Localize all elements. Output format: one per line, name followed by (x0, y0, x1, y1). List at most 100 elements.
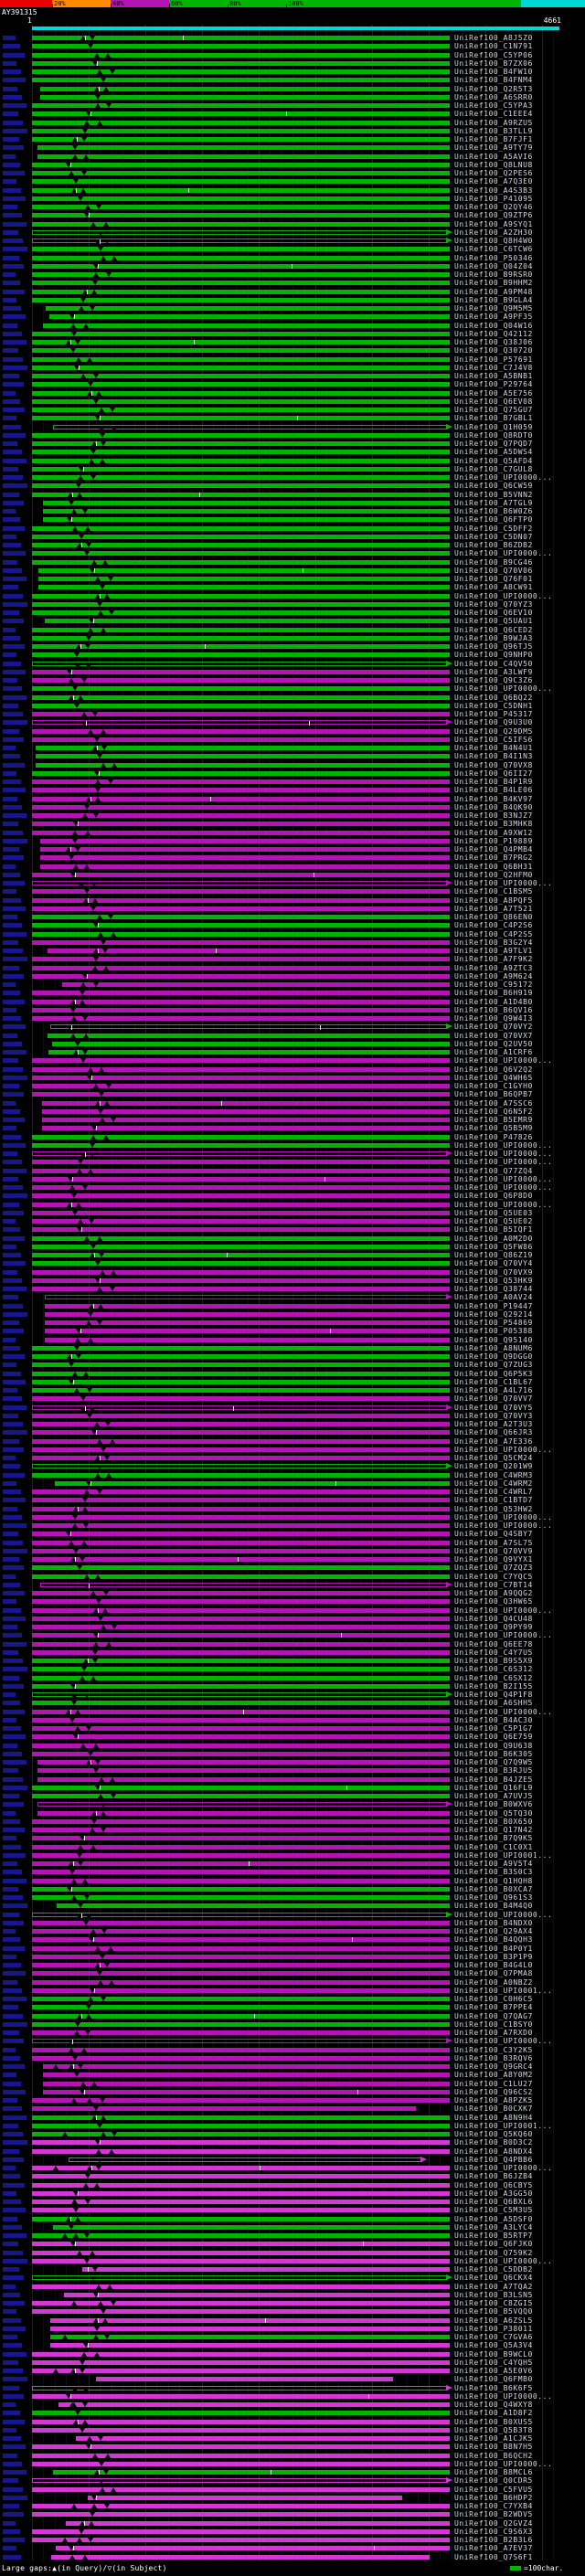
hit-label[interactable]: UniRef100_Q9PY99 (454, 1623, 533, 1631)
hit-label[interactable]: UniRef100_Q16FL9 (454, 1783, 533, 1792)
hit-bar[interactable] (32, 2258, 450, 2263)
hit-row[interactable]: UniRef100_A3GG50 (0, 2189, 585, 2198)
hit-label[interactable]: UniRef100_Q9W4I3 (454, 1014, 533, 1023)
hit-bar[interactable] (32, 2301, 450, 2306)
hit-label[interactable]: UniRef100_B9GLA4 (454, 295, 533, 304)
hit-label[interactable]: UniRef100_C95172 (454, 981, 533, 989)
hit-label[interactable]: UniRef100_Q53HK9 (454, 1276, 533, 1285)
hit-row[interactable]: UniRef100_Q86EN0 (0, 913, 585, 921)
hit-bar[interactable] (32, 1726, 450, 1731)
hit-label[interactable]: UniRef100_B4P1R9 (454, 778, 533, 786)
hit-row[interactable]: UniRef100_Q8RDT0 (0, 431, 585, 440)
hit-bar[interactable] (32, 1692, 448, 1698)
hit-label[interactable]: UniRef100_B8N7H5 (454, 2443, 533, 2452)
hit-bar[interactable] (32, 2030, 450, 2035)
hit-label[interactable]: UniRef100_A7TQA2 (454, 2282, 533, 2291)
hit-label[interactable]: UniRef100_P54869 (454, 1319, 533, 1327)
hit-row[interactable]: UniRef100_C7BT14 (0, 1581, 585, 1589)
hit-label[interactable]: UniRef100_Q7Q9W5 (454, 1758, 533, 1766)
hit-row[interactable]: UniRef100_A7E336 (0, 1437, 585, 1446)
hit-row[interactable]: UniRef100_C95172 (0, 981, 585, 989)
hit-row[interactable]: UniRef100_C1LU27 (0, 2080, 585, 2088)
hit-label[interactable]: UniRef100_Q9U638 (454, 1741, 533, 1750)
hit-label[interactable]: UniRef100_Q6EV08 (454, 397, 533, 406)
hit-row[interactable]: UniRef100_B4NDX0 (0, 1919, 585, 1927)
hit-bar[interactable] (32, 111, 450, 117)
hit-bar[interactable] (32, 2393, 450, 2399)
hit-row[interactable]: UniRef100_B3NJZ7 (0, 811, 585, 820)
hit-bar[interactable] (32, 1345, 450, 1351)
hit-bar[interactable] (32, 1844, 450, 1850)
hit-bar[interactable] (32, 1134, 450, 1140)
hit-bar[interactable] (32, 644, 450, 649)
hit-bar[interactable] (32, 973, 450, 979)
hit-label[interactable]: UniRef100_Q6FTP0 (454, 515, 533, 525)
hit-bar[interactable] (40, 86, 450, 91)
hit-label[interactable]: UniRef100_C4P2S6 (454, 921, 533, 930)
hit-bar[interactable] (32, 1591, 450, 1595)
hit-label[interactable]: UniRef100_UPI0000... (454, 2459, 553, 2468)
hit-label[interactable]: UniRef100_UPI0000... (454, 1056, 553, 1065)
hit-label[interactable]: UniRef100_B9CG46 (454, 557, 533, 567)
hit-bar[interactable] (32, 1371, 450, 1376)
hit-bar[interactable] (32, 1506, 450, 1511)
hit-bar[interactable] (32, 965, 450, 970)
hit-bar[interactable] (49, 314, 450, 320)
hit-label[interactable]: UniRef100_Q8RDT0 (454, 430, 533, 440)
hit-row[interactable]: UniRef100_Q6P8D0 (0, 1192, 585, 1200)
hit-label[interactable]: UniRef100_C1GYH0 (454, 1082, 533, 1090)
hit-row[interactable]: UniRef100_Q7S6F1 (0, 2553, 585, 2561)
hit-row[interactable]: UniRef100_C3Y2K5 (0, 2046, 585, 2054)
hit-row[interactable]: UniRef100_C4QV50 (0, 660, 585, 668)
hit-row[interactable]: UniRef100_B3RJU5 (0, 1766, 585, 1775)
hit-row[interactable]: UniRef100_B8N7H5 (0, 2443, 585, 2451)
hit-bar[interactable] (50, 2326, 450, 2331)
hit-bar[interactable] (76, 2436, 450, 2441)
hit-row[interactable]: UniRef100_B0XCA7 (0, 1885, 585, 1893)
hit-row[interactable]: UniRef100_Q77ZQ4 (0, 1167, 585, 1175)
hit-bar[interactable] (32, 830, 450, 835)
hit-row[interactable]: UniRef100_Q9VYX1 (0, 1555, 585, 1564)
hit-label[interactable]: UniRef100_C6SX12 (454, 1673, 533, 1682)
hit-row[interactable]: UniRef100_Q9ZTP6 (0, 211, 585, 219)
hit-label[interactable]: UniRef100_UPI0001... (454, 1986, 553, 1995)
hit-label[interactable]: UniRef100_Q29214 (454, 1309, 533, 1319)
hit-row[interactable]: UniRef100_B4G4L0 (0, 1961, 585, 1969)
hit-row[interactable]: UniRef100_Q1HQH8 (0, 1877, 585, 1885)
hit-bar[interactable] (32, 69, 450, 74)
hit-label[interactable]: UniRef100_A8NDX4 (454, 2147, 533, 2156)
hit-row[interactable]: UniRef100_A7Q3E0 (0, 177, 585, 186)
hit-row[interactable]: UniRef100_B2I155 (0, 1682, 585, 1691)
hit-label[interactable]: UniRef100_Q6EV10 (454, 609, 533, 617)
hit-row[interactable]: UniRef100_A5E0V6 (0, 2367, 585, 2375)
hit-bar[interactable] (32, 1667, 450, 1672)
hit-bar[interactable] (32, 2359, 450, 2365)
hit-row[interactable]: UniRef100_B5EMR9 (0, 1116, 585, 1124)
hit-bar[interactable] (32, 390, 450, 396)
hit-row[interactable]: UniRef100_Q17N42 (0, 1826, 585, 1834)
hit-bar[interactable] (32, 1422, 450, 1426)
hit-label[interactable]: UniRef100_UPI0000... (454, 2391, 553, 2401)
hit-bar[interactable] (36, 746, 450, 750)
hit-label[interactable]: UniRef100_B6QPB7 (454, 1090, 533, 1099)
hit-bar[interactable] (32, 2528, 450, 2534)
hit-label[interactable]: UniRef100_A9XW12 (454, 828, 533, 837)
hit-bar[interactable] (32, 1937, 450, 1943)
hit-bar[interactable] (32, 1430, 450, 1436)
hit-row[interactable]: UniRef100_A5E756 (0, 389, 585, 398)
hit-row[interactable]: UniRef100_A9TLV1 (0, 947, 585, 955)
hit-row[interactable]: UniRef100_B3P1P9 (0, 1953, 585, 1961)
hit-label[interactable]: UniRef100_Q6FMB0 (454, 2375, 533, 2384)
hit-row[interactable]: UniRef100_Q66JR3 (0, 1428, 585, 1436)
hit-label[interactable]: UniRef100_Q5TQ30 (454, 1808, 533, 1818)
hit-label[interactable]: UniRef100_B6ZDB2 (454, 541, 533, 549)
hit-row[interactable]: UniRef100_Q961S3 (0, 1893, 585, 1902)
hit-row[interactable]: UniRef100_A7TGL9 (0, 499, 585, 507)
hit-label[interactable]: UniRef100_P29764 (454, 380, 533, 389)
hit-row[interactable]: UniRef100_C6TCW6 (0, 245, 585, 253)
hit-bar[interactable] (32, 205, 450, 209)
hit-row[interactable]: UniRef100_A8N9H4 (0, 2114, 585, 2122)
hit-bar[interactable] (32, 1489, 450, 1494)
hit-bar[interactable] (82, 2267, 450, 2272)
hit-label[interactable]: UniRef100_Q38744 (454, 1285, 533, 1293)
